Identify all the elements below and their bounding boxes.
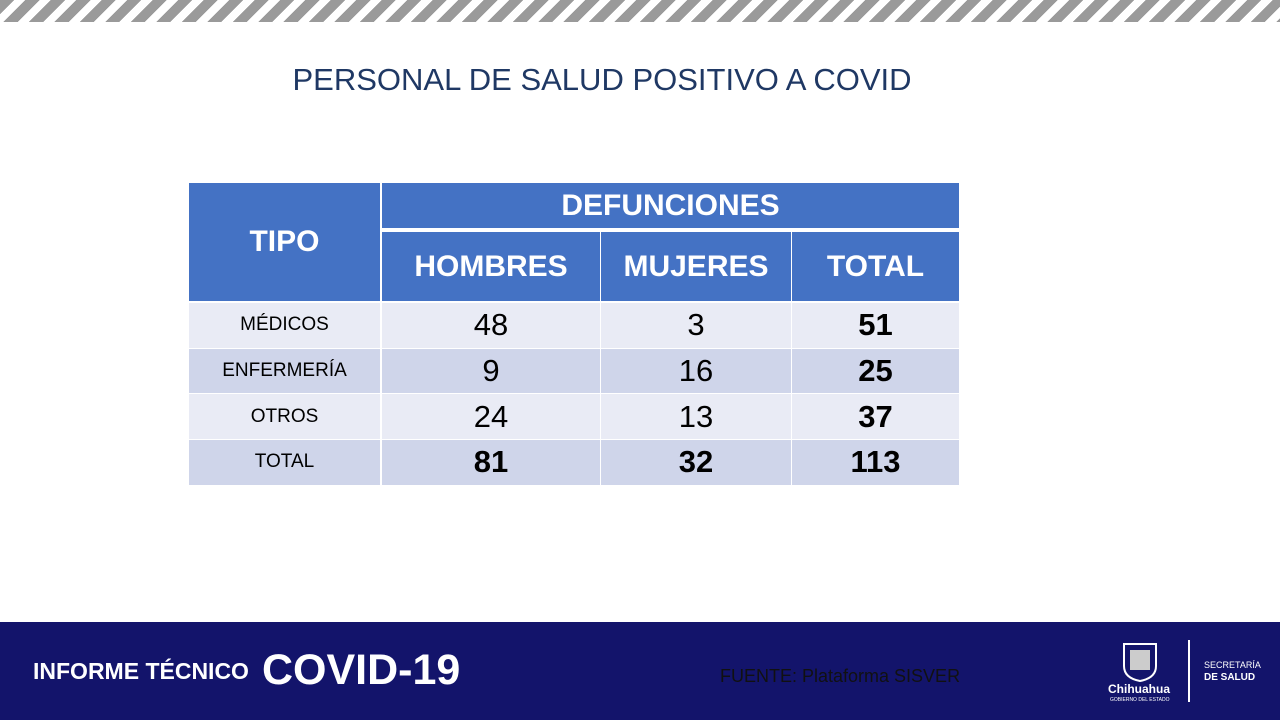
row-label: ENFERMERÍA [189,348,380,394]
header-group: DEFUNCIONES [382,183,959,228]
value-cell: 113 [792,440,959,485]
header-column: HOMBRES [382,232,600,301]
slide-title: PERSONAL DE SALUD POSITIVO A COVID [292,62,912,97]
stripe-band [0,0,1280,22]
value-cell: 51 [792,303,959,348]
value-cell: 25 [792,348,959,394]
header-column: MUJERES [601,232,791,301]
header-tipo: TIPO [189,183,380,301]
value-cell: 48 [382,303,600,348]
value-cell: 37 [792,394,959,440]
value-cell: 3 [601,303,791,348]
value-cell: 32 [601,440,791,485]
row-label: MÉDICOS [189,303,380,348]
dept-line-2: DE SALUD [1204,672,1256,683]
row-label: OTROS [189,394,380,440]
header-column: TOTAL [792,232,959,301]
dept-line-1: SECRETARÍA [1204,660,1261,670]
value-cell: 16 [601,348,791,394]
covid-label: COVID-19 [262,646,461,694]
logo-sub: GOBIERNO DEL ESTADO [1110,697,1170,703]
divider [1188,640,1190,702]
logo-shield [1123,643,1157,682]
table: TIPO DEFUNCIONES HOMBRES MUJERES TOTAL MÉDICO… [189,183,959,485]
footer: INFORME TÉCNICO COVID-19 FUENTE: Platafo… [0,622,1280,720]
value-cell: 81 [382,440,600,485]
logo-name: Chihuahua [1108,682,1170,696]
value-cell: 9 [382,348,600,394]
value-cell: 13 [601,394,791,440]
source: FUENTE: Plataforma SISVER [720,666,961,686]
row-label: TOTAL [189,440,380,485]
report-label: INFORME TÉCNICO [33,658,249,684]
value-cell: 24 [382,394,600,440]
